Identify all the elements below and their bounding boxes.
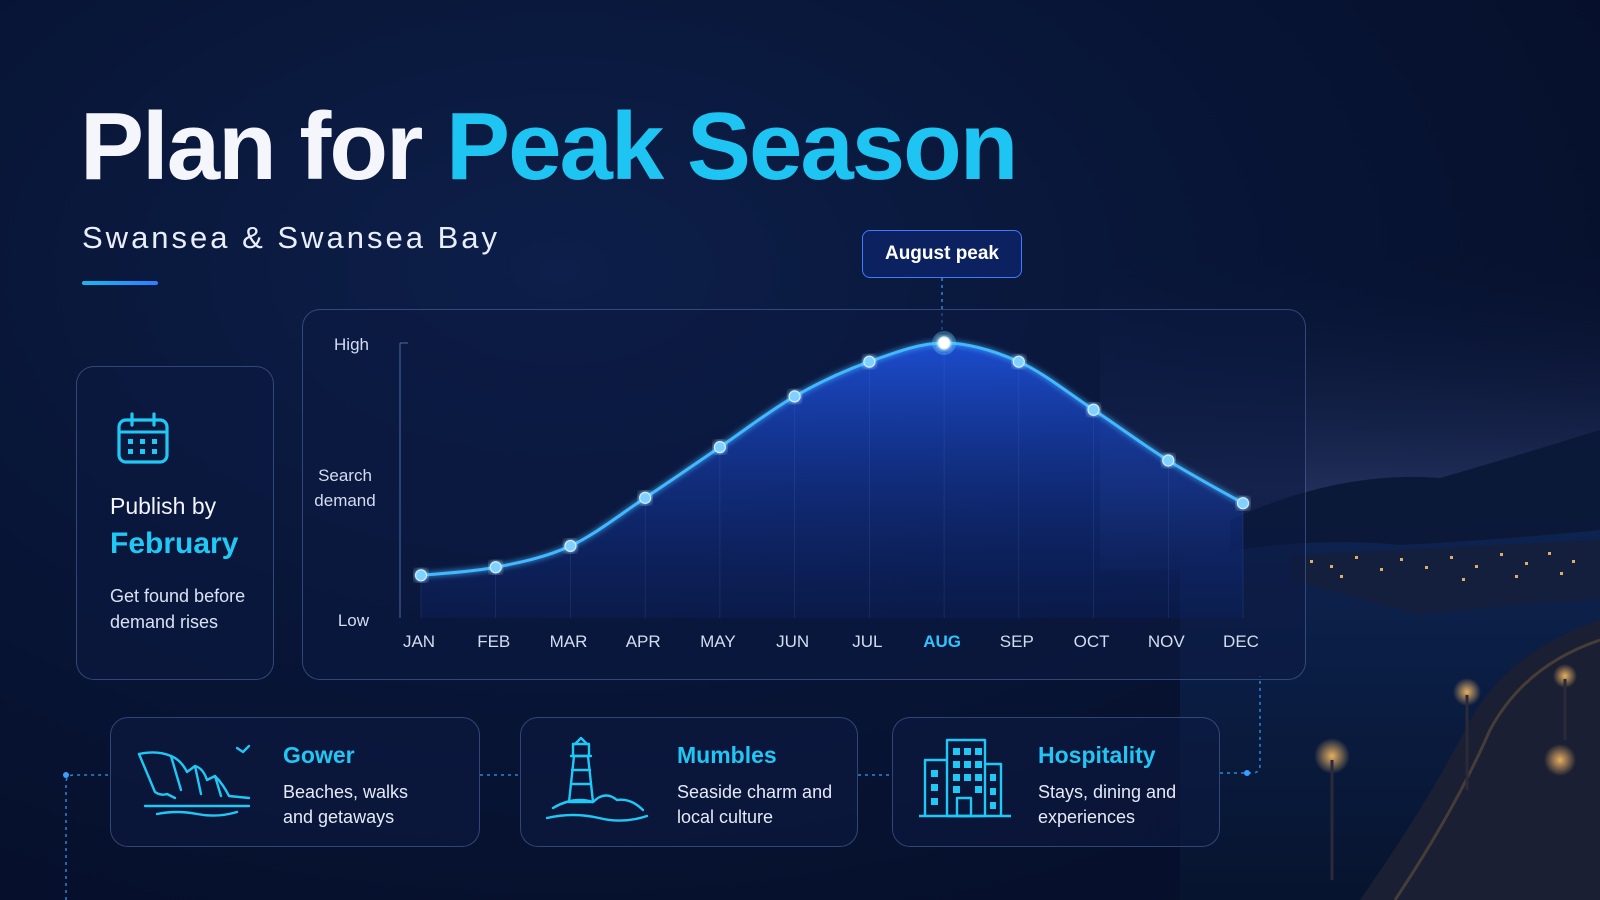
gower-description: Beaches, walks and getaways <box>283 782 409 827</box>
data-point-feb <box>489 561 502 574</box>
data-point-sep <box>1012 355 1025 368</box>
x-tick-label-jan: JAN <box>403 632 435 651</box>
lighthouse-icon <box>545 736 649 822</box>
chart-panel: JAN FEB MAR APR MAY JUN JUL AUG SEP OCT NOV DEC High… <box>302 309 1306 680</box>
data-point-mar <box>564 539 577 553</box>
title-part-white: Plan for <box>80 93 423 200</box>
x-tick-label-nov: NOV <box>1148 632 1186 651</box>
x-tick-label-sep: SEP <box>1000 632 1034 651</box>
x-tick-label-mar: MAR <box>550 632 588 651</box>
publish-by-label: Publish by <box>110 493 217 519</box>
page-title: Plan for Peak Season <box>80 92 1018 202</box>
publish-card: Publish by February Get found before dem… <box>76 366 274 680</box>
hospitality-title: Hospitality <box>1038 742 1156 768</box>
page-subtitle: Swansea & Swansea Bay <box>82 220 500 255</box>
y-tick-label-high: High <box>334 335 369 354</box>
calendar-icon <box>117 412 169 464</box>
gower-card: Gower Beaches, walks and getaways <box>110 717 480 847</box>
building-icon <box>919 738 1011 818</box>
mumbles-card: Mumbles Seaside charm and local culture <box>520 717 858 847</box>
x-tick-label-oct: OCT <box>1074 632 1110 651</box>
publish-description: Get found before demand rises <box>110 586 246 632</box>
x-tick-label-dec: DEC <box>1223 632 1259 651</box>
x-tick-label-aug: AUG <box>923 632 961 651</box>
gower-title: Gower <box>283 742 355 768</box>
data-point-jul <box>863 355 876 368</box>
title-underline <box>82 281 158 285</box>
x-tick-label-jun: JUN <box>776 632 809 651</box>
hospitality-description: Stays, dining and experiences <box>1038 782 1177 827</box>
mumbles-description: Seaside charm and local culture <box>677 782 833 827</box>
hospitality-card: Hospitality Stays, dining and experience… <box>892 717 1220 847</box>
mumbles-title: Mumbles <box>677 742 777 768</box>
data-point-jan <box>414 569 428 582</box>
title-part-accent: Peak Season <box>446 93 1018 200</box>
data-point-aug <box>937 336 951 350</box>
data-point-nov <box>1162 454 1175 467</box>
demand-area-fill <box>421 343 1243 618</box>
y-axis-label: Search demand <box>314 466 375 510</box>
x-tick-label-feb: FEB <box>477 632 510 651</box>
august-peak-callout: August peak <box>862 230 1022 278</box>
data-point-oct <box>1087 403 1100 416</box>
x-tick-label-jul: JUL <box>852 632 882 651</box>
data-point-apr <box>639 491 652 504</box>
data-point-dec <box>1236 497 1250 510</box>
cliffs-icon <box>137 744 251 817</box>
demand-chart: JAN FEB MAR APR MAY JUN JUL AUG SEP OCT NOV DEC High… <box>314 331 1259 651</box>
publish-month: February <box>110 527 239 560</box>
data-point-may <box>713 441 727 454</box>
x-tick-label-apr: APR <box>626 632 661 651</box>
data-point-jun <box>788 390 801 403</box>
y-tick-label-low: Low <box>338 611 370 630</box>
x-tick-label-may: MAY <box>700 632 736 651</box>
